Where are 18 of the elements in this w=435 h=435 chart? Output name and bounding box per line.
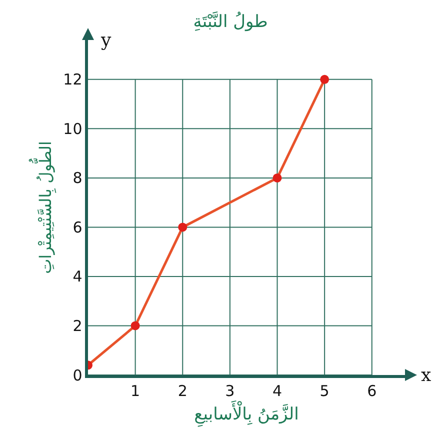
x-tick-label: 6 (367, 382, 377, 400)
y-tick-label: 4 (72, 268, 82, 286)
y-tick-label: 12 (63, 70, 82, 89)
x-tick-label: 5 (320, 382, 330, 400)
x-tick-label: 4 (272, 382, 282, 400)
x-tick-label: 1 (130, 382, 140, 400)
y-tick-label: 0 (72, 366, 82, 384)
y-tick-label: 10 (63, 120, 82, 138)
chart-title: طولُ النَّبْتَةِ (193, 10, 268, 32)
x-tick-label: 3 (225, 382, 235, 400)
text: x (421, 365, 432, 386)
x-axis-title: الزَّمَنُ بِالْأَسابيعِ (194, 400, 299, 428)
annotation: y (100, 30, 112, 51)
y-axis-title: الطُّولُ بِالسَّنْتِيمِتْراتِ (28, 141, 57, 274)
x-tick-label: 2 (178, 382, 188, 400)
y-tick-label: 2 (72, 316, 82, 335)
y-tick-label: 8 (72, 169, 82, 188)
y-tick-label: 6 (72, 218, 82, 236)
